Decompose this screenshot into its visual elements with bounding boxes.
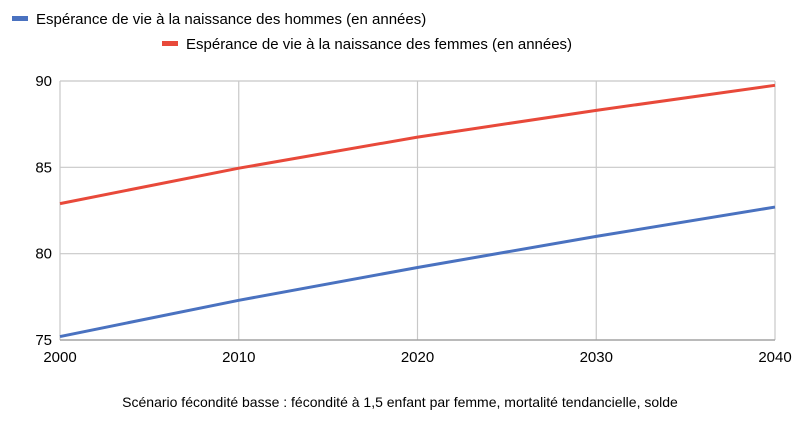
series-line-0 [59,205,776,339]
y-tick-label: 75 [35,332,52,349]
series-lines [59,83,776,339]
legend-label-1: Espérance de vie à la naissance des femm… [186,36,572,53]
legend-label-0: Espérance de vie à la naissance des homm… [36,11,426,28]
tick-labels: 75 80 85 90 2000 2010 2020 2030 2040 [35,73,791,366]
x-tick-label: 2040 [758,349,791,366]
y-tick-label: 80 [35,246,52,263]
x-tick-label: 2020 [401,349,434,366]
x-tick-label: 2010 [222,349,255,366]
chart-caption: Scénario fécondité basse : fécondité à 1… [122,394,678,410]
y-tick-label: 85 [35,159,52,176]
legend-swatch-0 [12,16,28,21]
legend-swatch-1 [162,41,178,46]
x-tick-label: 2030 [580,349,613,366]
series-line-1 [59,83,776,206]
x-tick-label: 2000 [43,349,76,366]
y-tick-label: 90 [35,73,52,90]
legend: Espérance de vie à la naissance des homm… [12,11,572,53]
grid [59,80,776,341]
